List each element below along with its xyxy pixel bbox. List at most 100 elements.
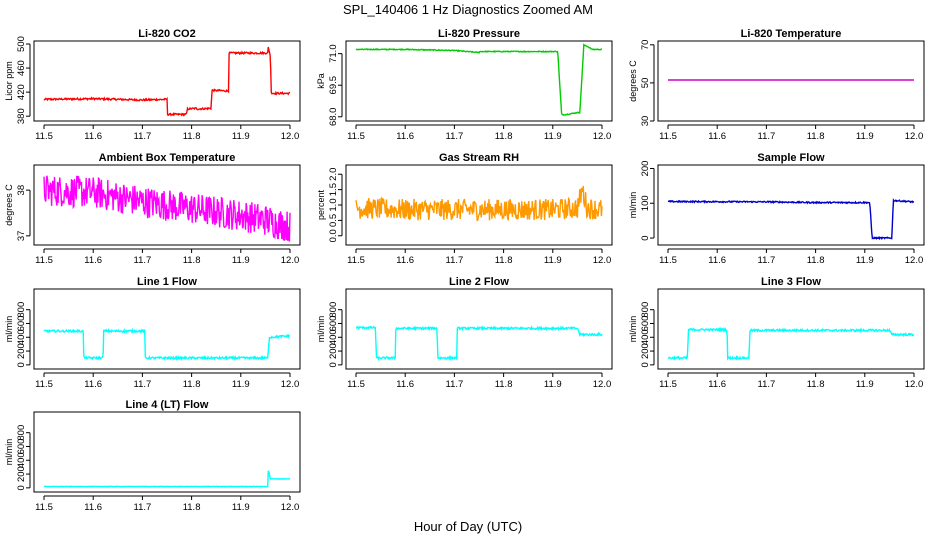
y-tick-label: 0 (16, 485, 27, 490)
y-axis-label: ml/min (4, 439, 14, 466)
plot-frame (345, 288, 613, 370)
x-tick-label: 11.5 (347, 255, 365, 266)
chart-panel: Li-820 Pressure 11.5 11.6 11.7 11.8 11.9 12.0 6… (316, 28, 613, 142)
y-tick-label: 100 (640, 195, 651, 211)
y-tick-label: 380 (16, 108, 27, 124)
x-tick-label: 11.7 (758, 255, 776, 266)
panel-title: Line 4 (LT) Flow (126, 399, 209, 411)
x-tick-label: 11.9 (232, 502, 250, 513)
chart-panel: Li-820 Temperature 11.5 11.6 11.7 11.8 11.9 12… (628, 28, 925, 142)
x-tick-label: 11.6 (84, 502, 102, 513)
series-line (355, 325, 603, 362)
panel-title: Sample Flow (757, 152, 825, 164)
x-tick-label: 12.0 (281, 379, 300, 390)
y-axis-label: ml/min (628, 192, 638, 219)
plot-frame (345, 40, 613, 122)
x-tick-label: 12.0 (281, 502, 300, 513)
x-tick-label: 11.6 (708, 131, 726, 142)
x-tick-label: 11.8 (183, 502, 201, 513)
x-axis-label: Hour of Day (UTC) (414, 519, 522, 534)
y-tick-label: 600 (16, 316, 27, 332)
chart-panel: Line 2 Flow 11.5 11.6 11.7 11.8 11.9 12.0 0 2004… (316, 276, 613, 390)
panel-title: Li-820 Temperature (741, 28, 842, 40)
y-tick-label: 800 (16, 302, 27, 318)
x-tick-label: 11.8 (183, 379, 201, 390)
y-tick-label: 420 (16, 84, 27, 100)
y-tick-label: 800 (16, 425, 27, 441)
y-tick-label: 38 (16, 185, 27, 196)
panel-title: Line 2 Flow (449, 276, 509, 288)
x-tick-label: 11.6 (708, 379, 726, 390)
x-tick-label: 11.9 (232, 255, 250, 266)
panel-title: Li-820 CO2 (138, 28, 195, 40)
plot-frame (657, 164, 925, 246)
plot-frame (657, 40, 925, 122)
y-tick-label: 69.5 (328, 76, 339, 95)
y-tick-label: 2.0 (328, 168, 339, 181)
y-axis-label: ml/min (4, 316, 14, 343)
panel-title: Li-820 Pressure (438, 28, 520, 40)
series-line (667, 197, 915, 241)
x-tick-label: 11.8 (807, 131, 825, 142)
x-tick-label: 11.7 (758, 379, 776, 390)
figure-title: SPL_140406 1 Hz Diagnostics Zoomed AM (343, 2, 593, 17)
x-tick-label: 11.6 (396, 131, 414, 142)
y-tick-label: 500 (16, 36, 27, 52)
y-tick-label: 37 (16, 231, 27, 242)
y-tick-label: 200 (640, 161, 651, 177)
panel-title: Ambient Box Temperature (99, 152, 236, 164)
y-tick-label: 200 (16, 343, 27, 359)
x-tick-label: 11.7 (134, 379, 152, 390)
plot-frame (657, 288, 925, 370)
panel-title: Line 3 Flow (761, 276, 821, 288)
series-line (43, 327, 291, 362)
y-tick-label: 200 (16, 466, 27, 482)
x-tick-label: 12.0 (905, 131, 924, 142)
y-axis-label: ml/min (316, 316, 326, 343)
series-line (43, 175, 291, 242)
y-tick-label: 30 (640, 116, 651, 127)
y-tick-label: 200 (328, 343, 339, 359)
y-axis-label: Licor ppm (4, 61, 14, 101)
y-axis-label: degrees C (628, 60, 638, 102)
y-tick-label: 1.0 (328, 198, 339, 211)
x-tick-label: 11.9 (544, 379, 562, 390)
x-tick-label: 12.0 (281, 131, 300, 142)
y-tick-label: 0 (16, 362, 27, 367)
x-tick-label: 11.7 (446, 379, 464, 390)
y-tick-label: 71.0 (328, 44, 339, 63)
plot-frame (345, 164, 613, 246)
y-axis-label: degrees C (4, 184, 14, 226)
chart-panel: Sample Flow 11.5 11.6 11.7 11.8 11.9 12.0 0 100 2… (628, 152, 925, 266)
x-tick-label: 11.5 (659, 255, 677, 266)
panel-title: Line 1 Flow (137, 276, 197, 288)
series-line (43, 470, 290, 488)
y-tick-label: 0 (640, 235, 651, 240)
x-tick-label: 12.0 (593, 255, 612, 266)
x-tick-label: 11.7 (134, 131, 152, 142)
y-tick-label: 400 (16, 452, 27, 468)
x-tick-label: 11.9 (232, 131, 250, 142)
x-tick-label: 11.5 (347, 379, 365, 390)
plot-frame (33, 411, 301, 493)
chart-panel: Li-820 CO2 11.5 11.6 11.7 11.8 11.9 12.0 380 420… (4, 28, 301, 142)
y-tick-label: 400 (640, 329, 651, 345)
x-tick-label: 12.0 (281, 255, 300, 266)
x-tick-label: 11.8 (807, 379, 825, 390)
x-tick-label: 11.6 (708, 255, 726, 266)
y-tick-label: 600 (640, 316, 651, 332)
y-tick-label: 400 (328, 329, 339, 345)
y-tick-label: 600 (16, 439, 27, 455)
y-tick-label: 400 (16, 329, 27, 345)
series-line (667, 326, 914, 362)
x-tick-label: 11.5 (35, 502, 53, 513)
x-tick-label: 11.9 (232, 379, 250, 390)
series-line (43, 46, 291, 117)
plot-frame (33, 40, 301, 122)
x-tick-label: 11.7 (446, 255, 464, 266)
x-tick-label: 11.7 (134, 255, 152, 266)
x-tick-label: 11.8 (183, 131, 201, 142)
y-tick-label: 70 (640, 40, 651, 51)
